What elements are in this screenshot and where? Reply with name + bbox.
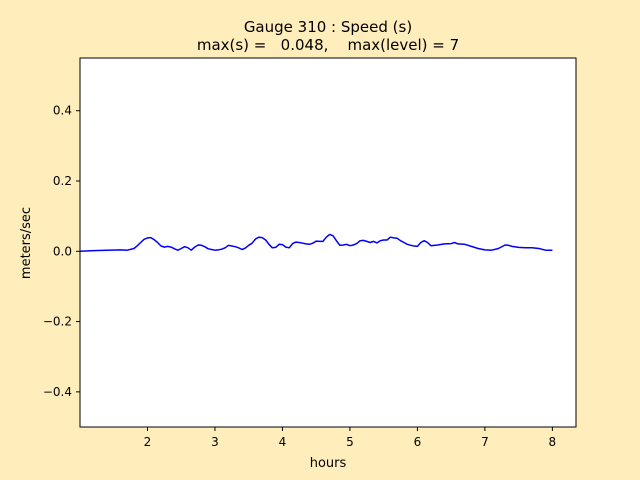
x-tick-label: 2 bbox=[144, 435, 152, 449]
chart-title-line1: Gauge 310 : Speed (s) bbox=[244, 18, 412, 36]
x-tick-label: 8 bbox=[549, 435, 557, 449]
x-tick-label: 3 bbox=[211, 435, 219, 449]
chart-title-line2: max(s) = 0.048, max(level) = 7 bbox=[197, 36, 459, 54]
x-axis-ticks: 2 3 4 5 6 7 8 bbox=[144, 427, 557, 449]
x-tick-label: 7 bbox=[481, 435, 489, 449]
x-axis-label: hours bbox=[310, 456, 347, 471]
series-line-0 bbox=[79, 233, 553, 253]
x-tick-label: 6 bbox=[414, 435, 422, 449]
y-tick-label: 0.0 bbox=[53, 244, 72, 258]
y-tick-label: 0.4 bbox=[53, 104, 72, 118]
series-layer bbox=[79, 233, 553, 253]
y-tick-label: 0.2 bbox=[53, 174, 72, 188]
y-axis-label: meters/sec bbox=[19, 207, 34, 279]
x-tick-label: 5 bbox=[346, 435, 354, 449]
y-tick-label: −0.2 bbox=[43, 315, 72, 329]
y-axis-ticks: −0.4 −0.2 0.0 0.2 0.4 bbox=[43, 104, 80, 399]
x-tick-label: 4 bbox=[279, 435, 287, 449]
y-tick-label: −0.4 bbox=[43, 385, 72, 399]
plot-frame bbox=[79, 57, 577, 428]
plot-area bbox=[80, 58, 576, 427]
